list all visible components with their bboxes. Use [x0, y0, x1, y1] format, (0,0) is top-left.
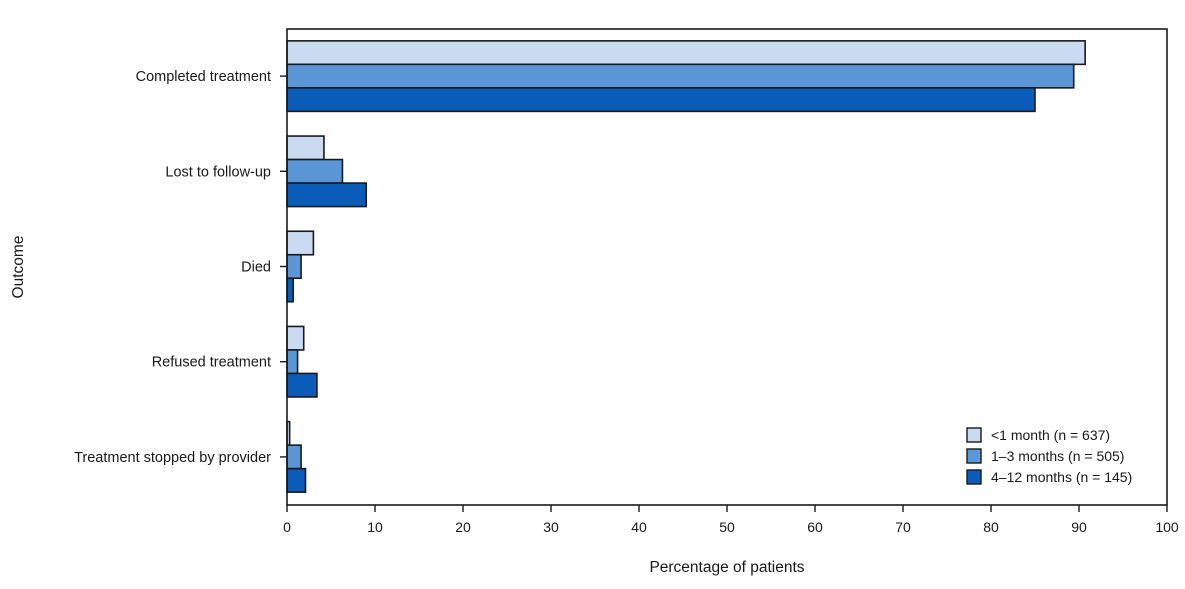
x-axis-title: Percentage of patients [649, 559, 804, 576]
x-tick-label: 80 [983, 519, 999, 535]
x-tick-label: 0 [283, 519, 291, 535]
category-label: Refused treatment [152, 355, 271, 371]
bar [286, 444, 302, 470]
x-axis: 0 10 20 30 40 50 60 70 80 90 100 [283, 505, 1179, 535]
category-label: Treatment stopped by provider [74, 450, 271, 466]
y-axis: Completed treatment Lost to follow-up Died… [74, 69, 287, 466]
bar [286, 87, 1036, 113]
x-tick-label: 90 [1071, 519, 1087, 535]
legend-label: <1 month (n = 637) [991, 427, 1110, 443]
legend-label: 4–12 months (n = 145) [991, 469, 1132, 485]
bar [286, 63, 1075, 89]
bar [286, 277, 294, 303]
legend-label: 1–3 months (n = 505) [991, 448, 1124, 464]
x-tick-label: 10 [367, 519, 383, 535]
legend: <1 month (n = 637) 1–3 months (n = 505) 4–… [966, 427, 1132, 485]
bar [286, 372, 318, 398]
bar [286, 467, 307, 493]
x-tick-label: 50 [719, 519, 735, 535]
bar [286, 325, 305, 351]
bar [286, 230, 315, 256]
legend-swatch [966, 427, 982, 443]
bar [286, 158, 344, 184]
y-axis-title: Outcome [10, 236, 27, 299]
bar [286, 40, 1086, 66]
x-tick-label: 70 [895, 519, 911, 535]
bar [286, 253, 302, 280]
x-tick-label: 20 [455, 519, 471, 535]
category-label: Died [241, 260, 271, 276]
bars [286, 40, 1086, 493]
category-label: Lost to follow-up [165, 164, 271, 180]
x-tick-label: 30 [543, 519, 559, 535]
x-tick-label: 40 [631, 519, 647, 535]
x-tick-label: 60 [807, 519, 823, 535]
bar [286, 349, 299, 375]
bar [286, 135, 325, 161]
category-label: Completed treatment [136, 69, 271, 85]
legend-swatch [966, 448, 982, 464]
bar [286, 182, 367, 208]
legend-swatch [966, 469, 982, 485]
x-tick-label: 100 [1155, 519, 1179, 535]
